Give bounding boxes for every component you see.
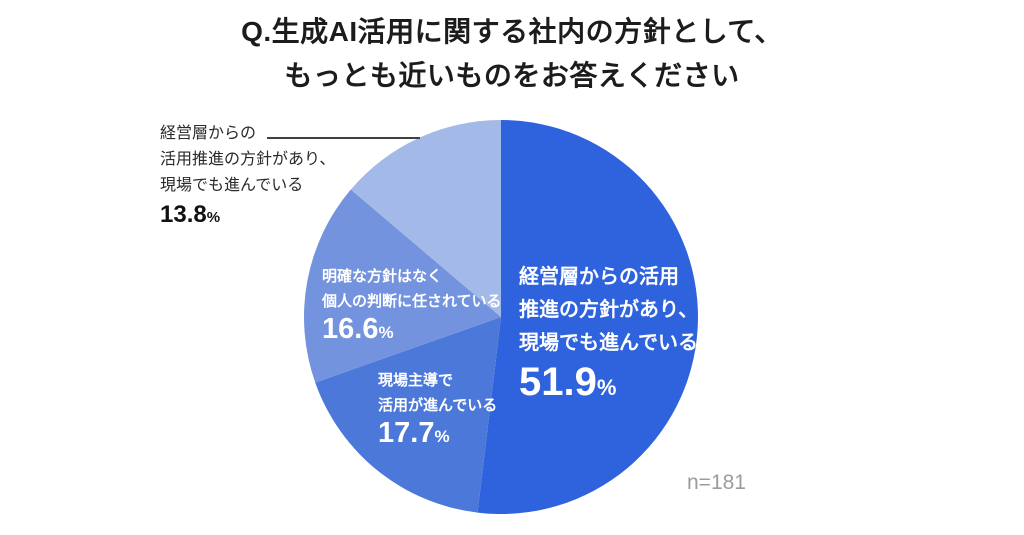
pie-value-51-9: 51.9%	[519, 362, 698, 404]
pie-label-51-9-line1: 経営層からの活用	[519, 266, 679, 288]
pie-value-13-8-number: 13.8	[160, 201, 207, 228]
pie-value-51-9-number: 51.9	[519, 360, 597, 404]
pie-label-17-7-line2: 活用が進んでいる	[378, 397, 498, 414]
pie-value-13-8: 13.8%	[160, 202, 335, 231]
pie-label-13-8-line3: 現場でも進んでいる	[160, 177, 304, 194]
label-leader-line	[267, 137, 420, 139]
pie-value-16-6: 16.6%	[322, 315, 502, 345]
chart-title-line2: もっとも近いものをお答えください	[284, 60, 740, 91]
pie-label-51-9-line2: 推進の方針があり、	[519, 299, 699, 321]
pie-value-16-6-percent-sign: %	[378, 323, 394, 342]
sample-size-label: n=181	[687, 471, 746, 494]
pie-label-16-6-line2: 個人の判断に任されている	[322, 293, 502, 310]
pie-chart-svg	[304, 120, 698, 514]
pie-value-17-7-number: 17.7	[378, 417, 435, 449]
pie-value-17-7-percent-sign: %	[434, 427, 450, 446]
pie-label-13-8-line2: 活用推進の方針があり、	[160, 151, 336, 168]
chart-title: Q.生成AI活用に関する社内の方針として、 もっとも近いものをお答えください	[0, 10, 1024, 98]
pie-slice-2	[304, 189, 501, 383]
pie-value-13-8-percent-sign: %	[206, 209, 221, 226]
pie-slice-3	[350, 120, 501, 317]
pie-value-51-9-percent-sign: %	[596, 375, 617, 400]
chart-title-line1: Q.生成AI活用に関する社内の方針として、	[241, 16, 783, 47]
pie-value-16-6-number: 16.6	[322, 313, 379, 345]
pie-label-16-6-line1: 明確な方針はなく	[322, 268, 443, 285]
pie-label-13-8-line1: 経営層からの	[160, 125, 257, 142]
pie-label-13-8: 経営層からの 活用推進の方針があり、 現場でも進んでいる 13.8%	[160, 121, 335, 231]
pie-label-51-9-line3: 現場でも進んでいる	[519, 332, 698, 354]
pie-slice-0	[477, 120, 698, 514]
pie-label-51-9: 経営層からの活用 推進の方針があり、 現場でも進んでいる 51.9%	[519, 261, 698, 404]
pie-value-17-7: 17.7%	[378, 419, 497, 449]
pie-label-17-7-line1: 現場主導で	[378, 372, 454, 389]
pie-label-16-6: 明確な方針はなく 個人の判断に任されている 16.6%	[322, 264, 502, 345]
pie-slice-1	[315, 317, 501, 513]
pie-label-17-7: 現場主導で 活用が進んでいる 17.7%	[378, 368, 497, 449]
